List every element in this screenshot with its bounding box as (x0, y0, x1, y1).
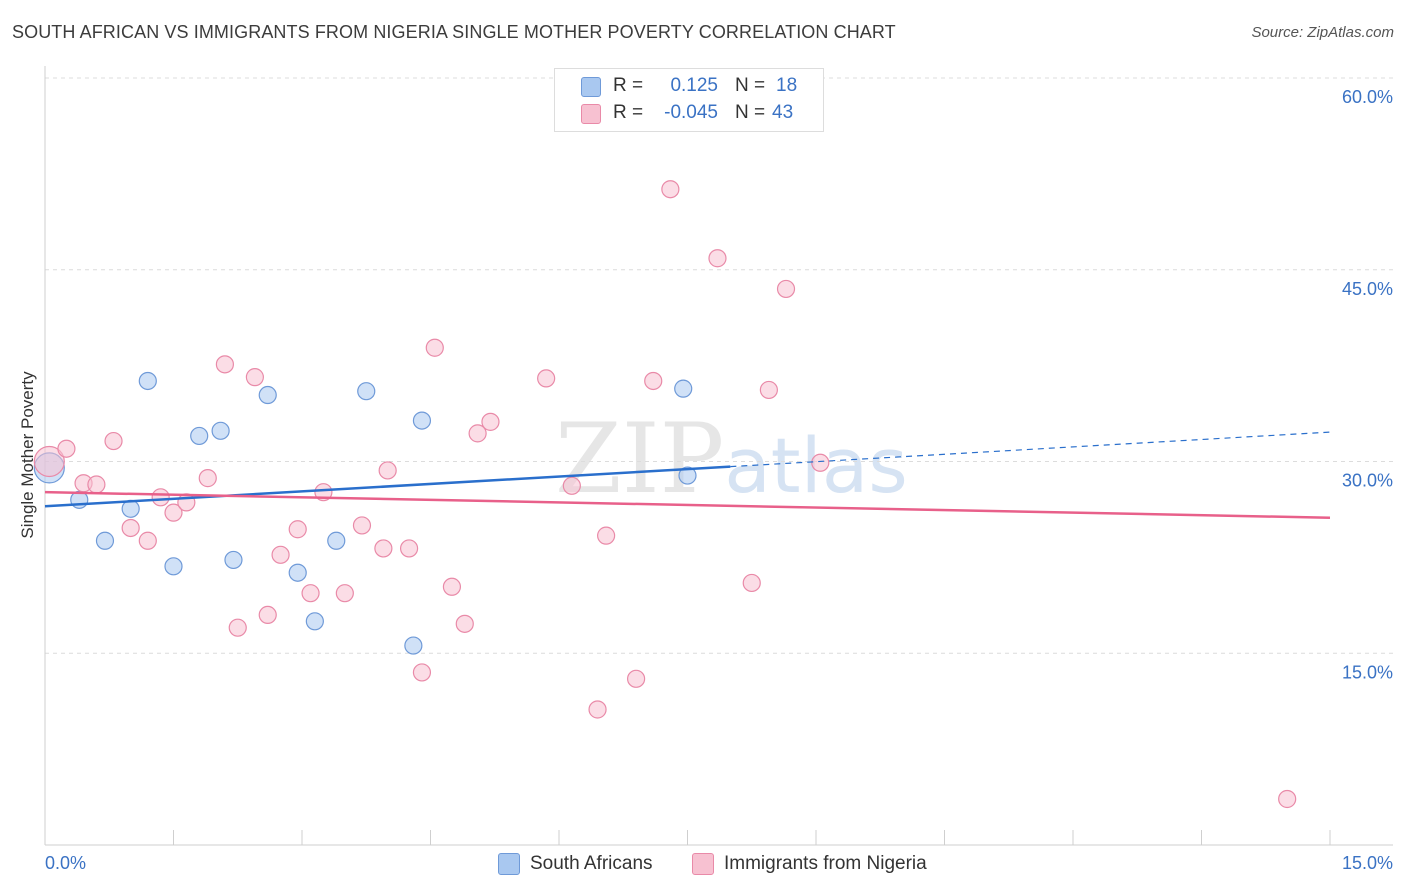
watermark: ZIPatlas (555, 403, 908, 515)
y-tick-label: 45.0% (1342, 279, 1393, 299)
nigeria-legend-swatch (692, 853, 714, 875)
y-tick-label: 15.0% (1342, 662, 1393, 682)
nigeria-trend-line (44, 490, 1331, 519)
data-point (228, 618, 247, 637)
data-point (1278, 789, 1297, 809)
data-point (374, 539, 393, 558)
nigeria-points (33, 180, 1297, 809)
y-tick-label: 60.0% (1342, 87, 1393, 107)
data-point (327, 531, 346, 550)
data-point (468, 424, 487, 443)
data-point (481, 412, 500, 431)
data-point (742, 573, 761, 593)
south-africans-trend-extension (730, 431, 1331, 468)
data-point (301, 584, 320, 603)
data-point (404, 636, 423, 655)
legend-label: South Africans (530, 853, 653, 874)
watermark-zip: ZIP (555, 403, 724, 515)
stats-box: R = 0.125 N = 18 R = -0.045 N = 43 (554, 68, 824, 132)
data-point (412, 663, 432, 682)
data-point (104, 431, 123, 451)
data-point (87, 475, 106, 494)
data-point (537, 369, 556, 388)
data-point (271, 545, 290, 564)
data-point (412, 411, 432, 430)
x-tick-label: 0.0% (45, 853, 86, 873)
data-point (151, 488, 170, 507)
data-point (759, 380, 778, 400)
nigeria-swatch (581, 104, 601, 124)
stats-row-nigeria: R = -0.045 N = 43 (555, 100, 823, 126)
data-point (305, 612, 324, 631)
data-point (425, 338, 444, 357)
data-point (776, 279, 796, 299)
y-tick-label: 30.0% (1342, 471, 1393, 491)
chart-title: SOUTH AFRICAN VS IMMIGRANTS FROM NIGERIA… (12, 22, 896, 42)
data-point (138, 371, 157, 391)
south-africans-swatch (581, 77, 601, 97)
r-value: -0.045 (664, 102, 718, 123)
source-label: Source: ZipAtlas.com (1251, 24, 1394, 41)
south-africans-trend-line (44, 465, 731, 508)
data-point (57, 439, 76, 458)
data-point (644, 371, 663, 391)
r-label: R = (613, 75, 644, 96)
data-point (378, 461, 397, 480)
data-point (399, 539, 419, 558)
data-point (597, 526, 616, 545)
data-point (177, 493, 196, 512)
r-value: 0.125 (670, 75, 718, 96)
data-point (288, 563, 307, 582)
data-point (442, 577, 462, 596)
x-tick-label: 15.0% (1342, 853, 1393, 873)
data-point (288, 520, 307, 539)
data-point (352, 516, 372, 535)
data-point (258, 385, 277, 405)
data-point (190, 426, 209, 446)
data-point (626, 669, 646, 688)
data-point (33, 445, 65, 478)
data-point (224, 550, 243, 570)
data-point (674, 379, 693, 398)
n-label: N = (735, 102, 766, 123)
n-label: N = (735, 75, 766, 96)
n-value: 18 (776, 75, 798, 96)
data-point (811, 453, 830, 472)
data-point (708, 249, 727, 268)
data-point (661, 180, 680, 199)
data-point (588, 700, 607, 719)
n-value: 43 (772, 102, 794, 123)
south-africans-legend-swatch (498, 853, 520, 875)
data-point (357, 382, 376, 401)
data-point (164, 557, 183, 576)
data-point (198, 469, 217, 488)
data-point (95, 531, 115, 550)
data-point (164, 503, 183, 522)
r-label: R = (613, 102, 644, 123)
data-point (211, 421, 230, 440)
data-point (121, 518, 140, 538)
data-point (258, 605, 277, 625)
data-point (335, 584, 354, 603)
data-point (138, 531, 157, 550)
data-point (562, 476, 581, 495)
stats-row-south-africans: R = 0.125 N = 18 (555, 73, 823, 99)
data-point (245, 368, 264, 387)
legend-label: Immigrants from Nigeria (724, 853, 927, 874)
data-point (455, 614, 474, 633)
data-point (678, 466, 697, 485)
data-point (215, 355, 234, 374)
